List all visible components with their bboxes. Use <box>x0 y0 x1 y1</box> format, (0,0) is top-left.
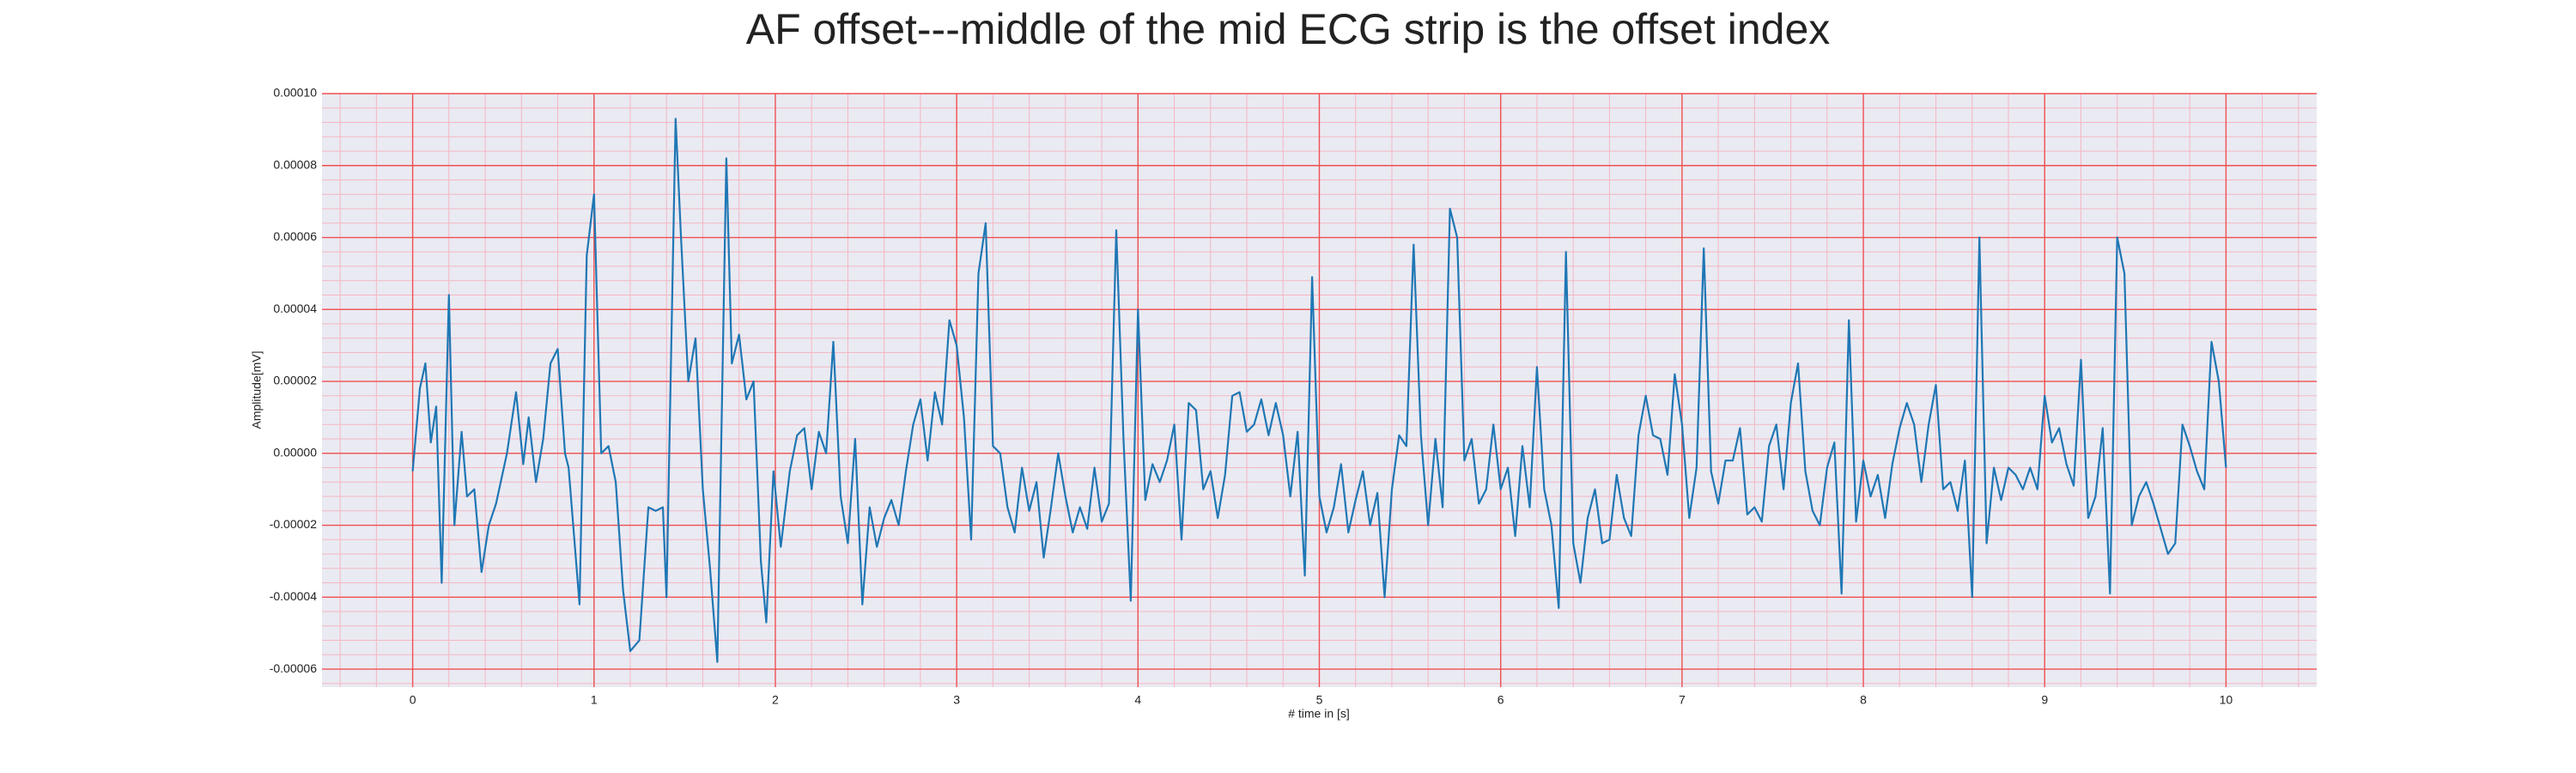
x-tick-label: 1 <box>591 693 598 707</box>
y-tick-label: 0.00006 <box>273 229 317 243</box>
x-tick-label: 5 <box>1316 693 1323 707</box>
y-tick-label: -0.00002 <box>270 517 317 531</box>
x-tick-label: 6 <box>1498 693 1504 707</box>
x-tick-label: 4 <box>1134 693 1141 707</box>
ecg-line <box>411 118 2227 663</box>
x-tick-label: 2 <box>772 693 779 707</box>
chart-title: AF offset---middle of the mid ECG strip … <box>746 5 1831 53</box>
y-tick-label: 0.00008 <box>273 157 317 171</box>
x-tick-label: 10 <box>2220 693 2233 707</box>
x-tick-label: 0 <box>410 693 416 707</box>
y-tick-label: -0.00004 <box>270 589 317 603</box>
y-tick-label: 0.00002 <box>273 374 317 387</box>
marks <box>411 118 2227 663</box>
x-tick-label: 7 <box>1679 693 1686 707</box>
x-tick-label: 8 <box>1860 693 1867 707</box>
y-axis-label: Amplitude[mV] <box>250 350 264 429</box>
y-tick-label: -0.00006 <box>270 661 317 675</box>
y-tick-label: 0.00010 <box>273 86 317 100</box>
x-tick-label: 9 <box>2041 693 2048 707</box>
x-tick-label: 3 <box>953 693 960 707</box>
y-tick-label: 0.00000 <box>273 445 317 459</box>
x-axis-label: # time in [s] <box>1288 707 1350 721</box>
y-tick-label: 0.00004 <box>273 301 317 315</box>
